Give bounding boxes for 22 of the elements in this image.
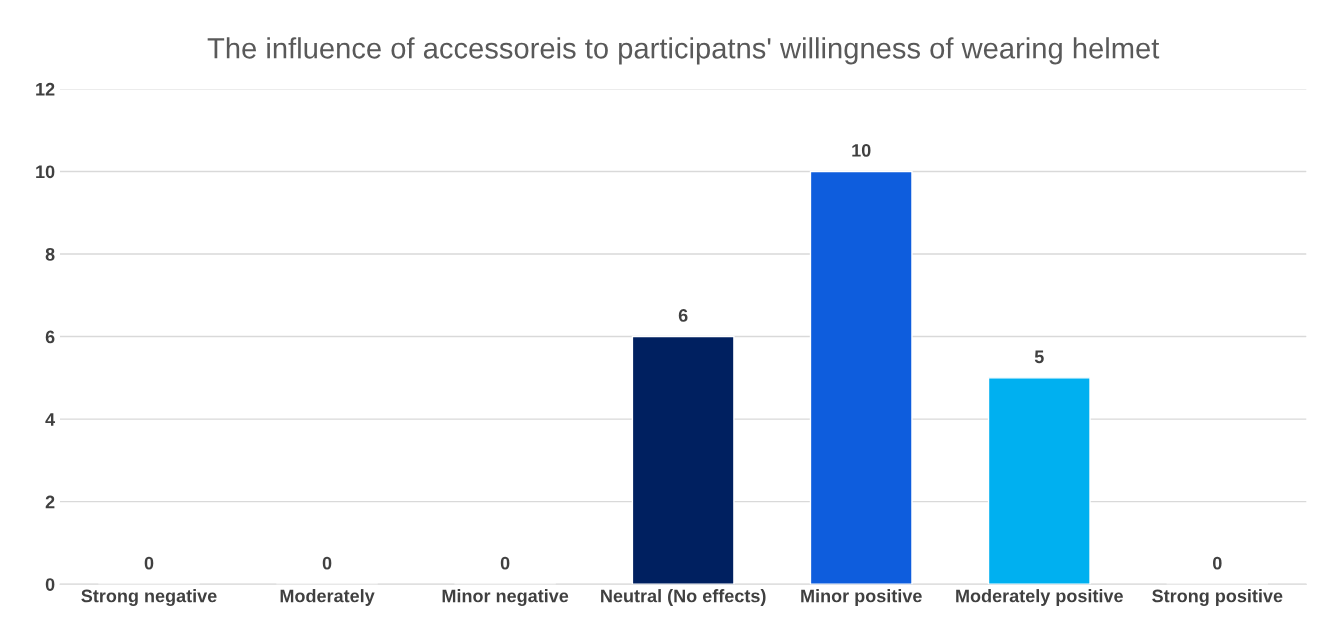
data-label: 0 xyxy=(500,556,510,570)
data-label: 6 xyxy=(678,309,688,322)
x-tick-label: Moderately positive xyxy=(956,589,1123,606)
data-label: 0 xyxy=(1213,556,1222,570)
data-label: 10 xyxy=(852,143,871,157)
y-tick-label: 2 xyxy=(45,495,55,509)
y-tick-label: 12 xyxy=(36,82,55,96)
x-tick-label: Minor positive xyxy=(801,589,922,606)
data-label: 5 xyxy=(1034,350,1044,364)
y-tick-label: 8 xyxy=(45,247,55,261)
data-label: 0 xyxy=(144,556,154,570)
chart-title: The influence of accessoreis to participatns' willingness of wearing helmet xyxy=(207,37,1160,65)
x-tick-label: Minor negative xyxy=(442,589,569,606)
data-label: 0 xyxy=(322,556,332,570)
y-tick-label: 0 xyxy=(45,578,55,591)
x-tick-label: Neutral (No effects) xyxy=(601,589,766,606)
y-tick-label: 4 xyxy=(45,413,56,426)
x-tick-label: Moderately xyxy=(280,589,375,606)
x-tick-label: Strong negative xyxy=(81,589,217,606)
y-tick-label: 6 xyxy=(45,330,55,344)
x-tick-label: Strong positive xyxy=(1152,589,1283,606)
y-tick-label: 10 xyxy=(36,165,55,179)
